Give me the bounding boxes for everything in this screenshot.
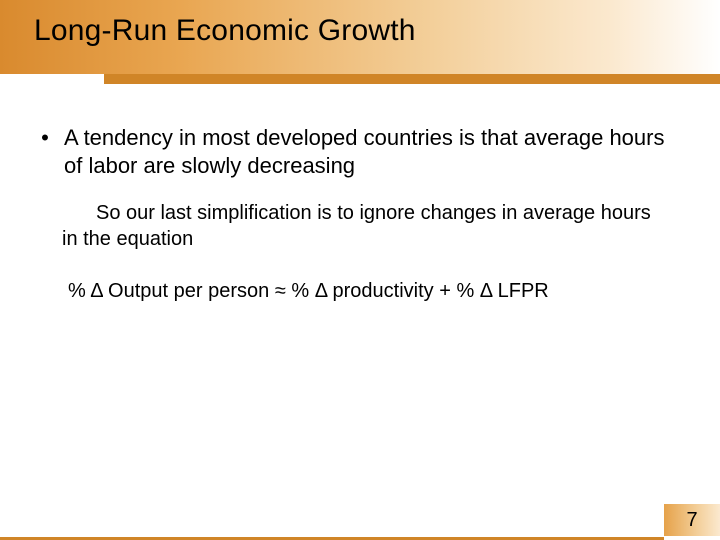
- page-number: 7: [686, 509, 697, 532]
- page-number-box: 7: [664, 504, 720, 536]
- bullet-marker: •: [38, 124, 52, 152]
- slide-title: Long-Run Economic Growth: [34, 14, 416, 48]
- bullet-text: A tendency in most developed countries i…: [64, 124, 682, 180]
- bullet-item: • A tendency in most developed countries…: [38, 124, 682, 180]
- equation-text: % Δ Output per person ≈ % Δ productivity…: [68, 278, 682, 304]
- slide-content: • A tendency in most developed countries…: [38, 124, 682, 304]
- sub-bullet-text: So our last simplification is to ignore …: [62, 200, 662, 252]
- title-underline-bar: [104, 74, 720, 84]
